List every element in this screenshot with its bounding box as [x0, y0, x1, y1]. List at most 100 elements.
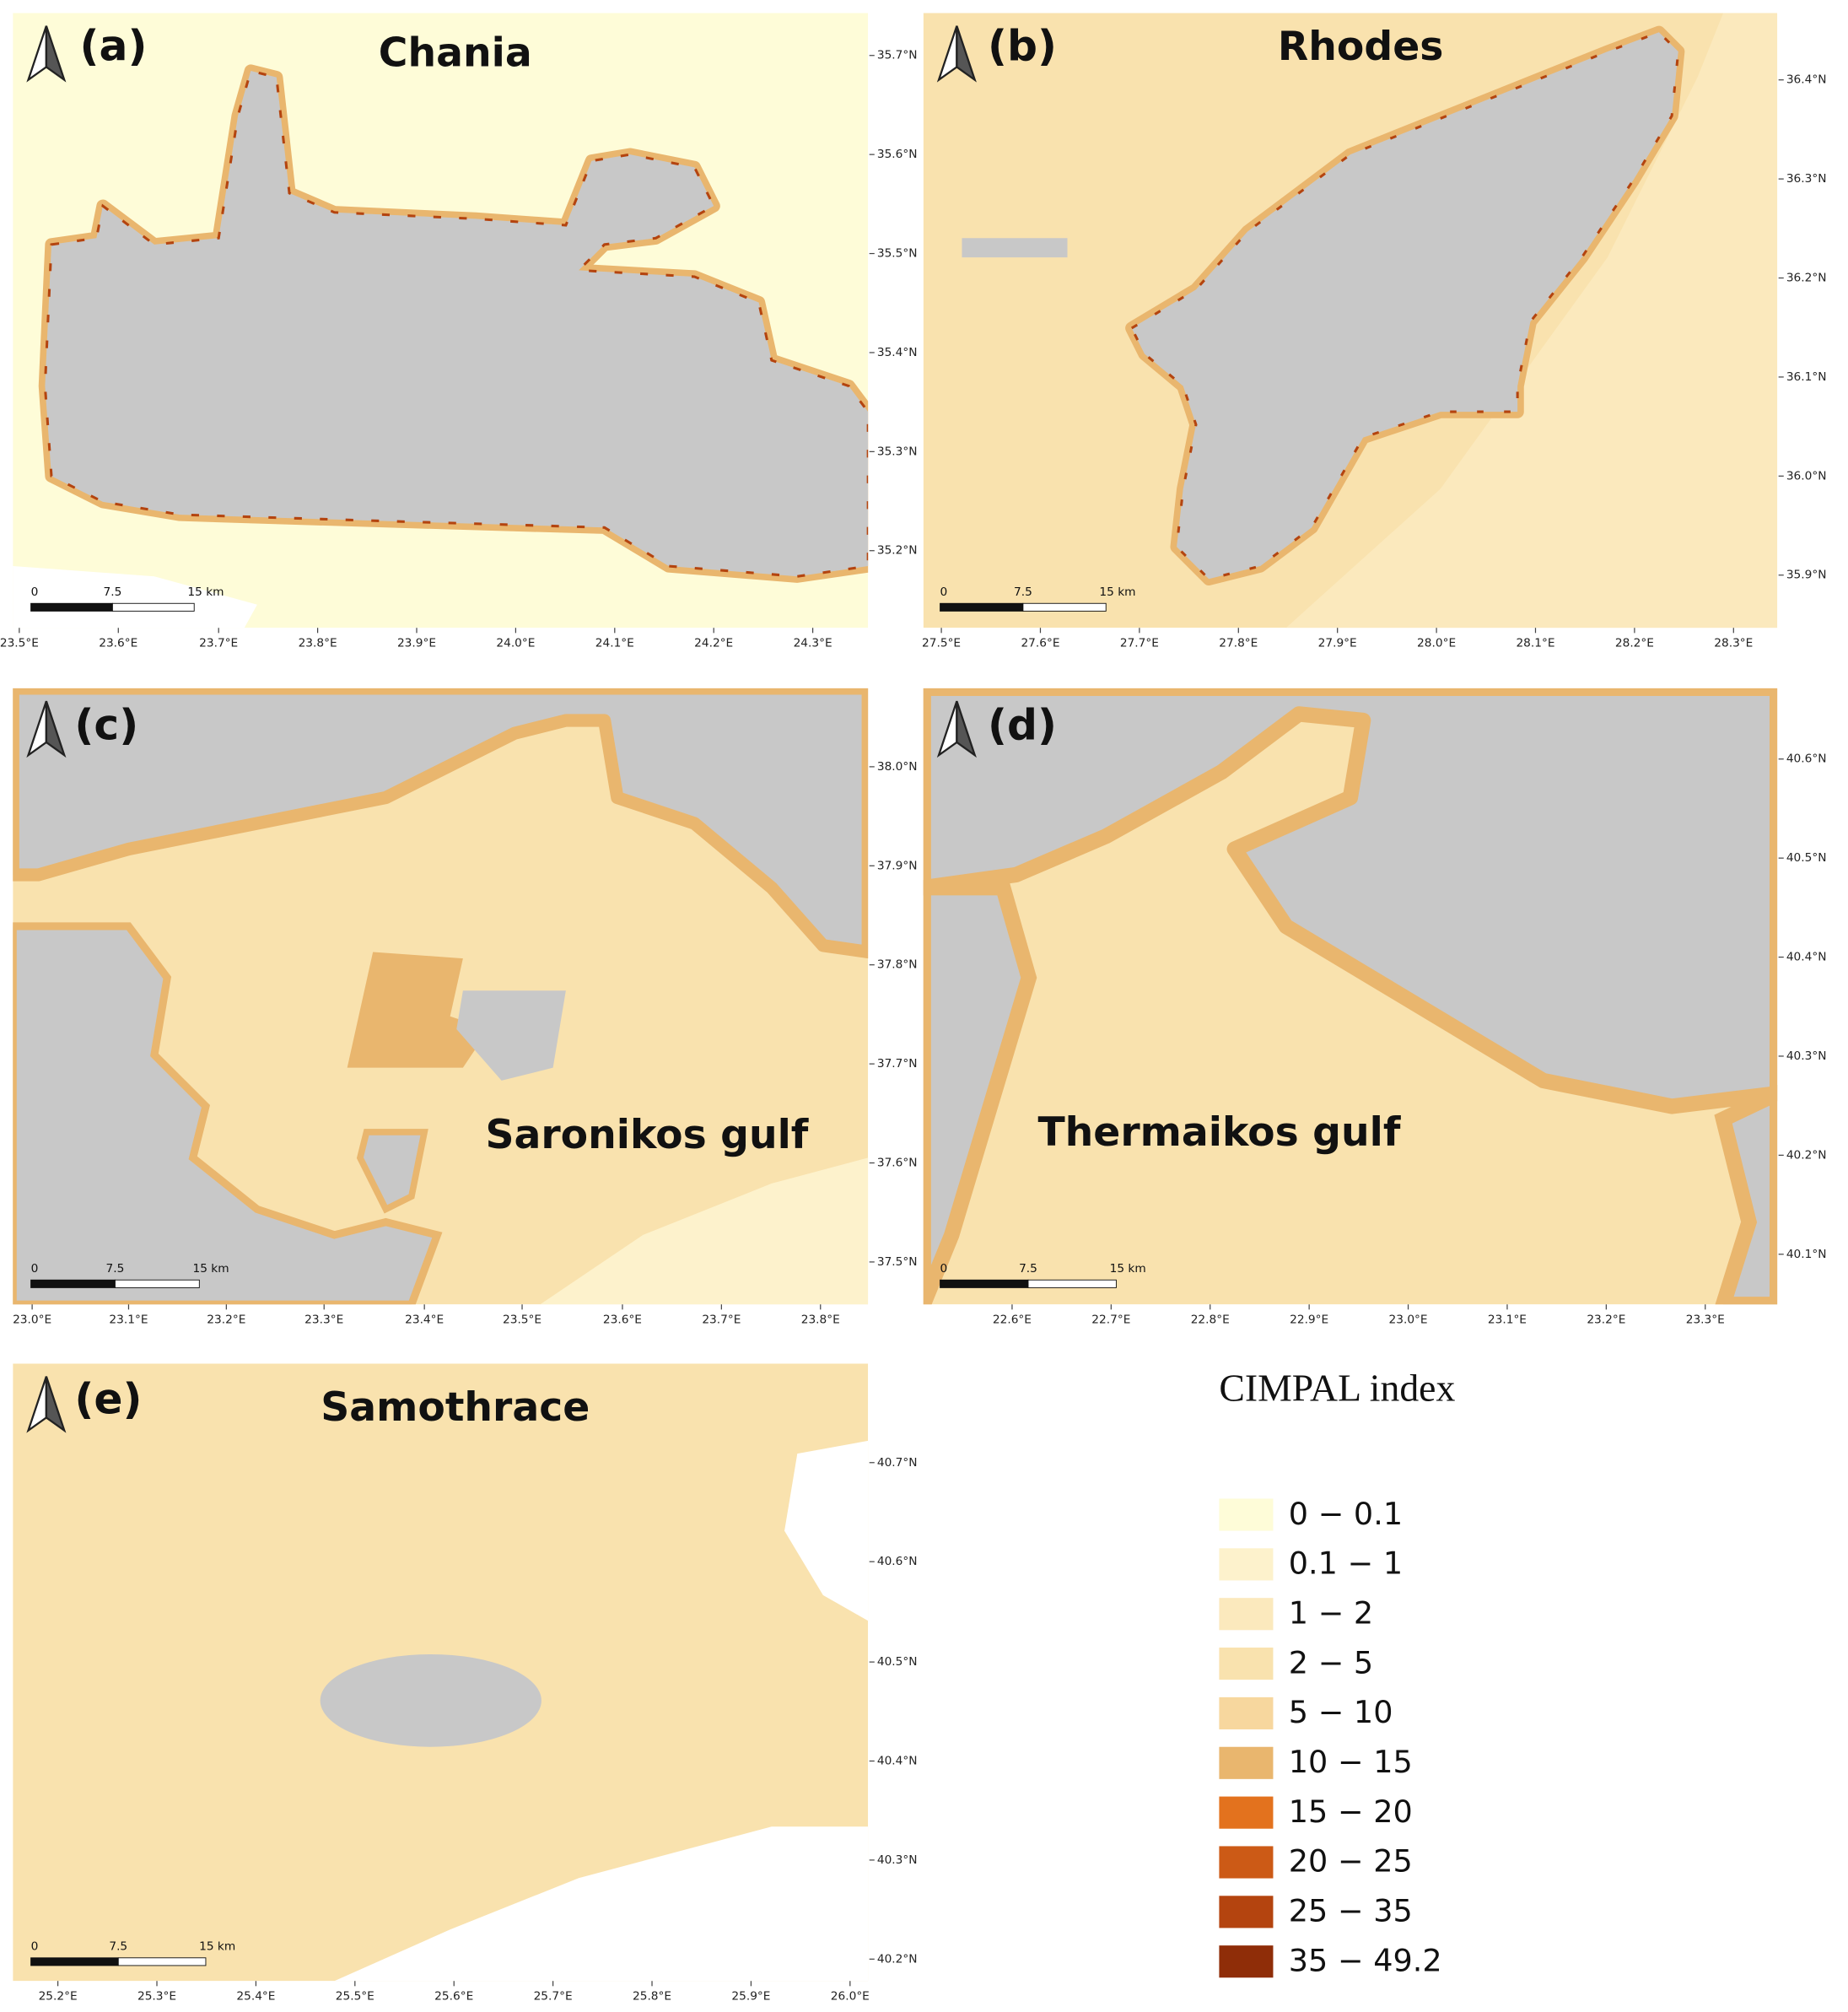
map-c: [13, 688, 869, 1305]
legend-swatch: [1219, 1846, 1274, 1879]
lat-tick-label: 37.9°N: [877, 859, 918, 872]
scale-bar-label: 15 km: [192, 1262, 229, 1276]
lon-tick-label: 23.9°E: [397, 637, 436, 650]
legend-swatch: [1219, 1945, 1274, 1978]
lat-tick-label: 35.3°N: [877, 445, 918, 458]
lon-tick-label: 23.2°E: [207, 1313, 245, 1327]
lat-tick-label: 35.2°N: [877, 544, 918, 558]
north-arrow: [45, 700, 67, 758]
legend-label: 35 − 49.2: [1289, 1942, 1442, 1978]
lon-tick-label: 23.6°E: [99, 637, 137, 650]
lon-tick-label: 28.0°E: [1417, 637, 1456, 650]
legend-swatch: [1219, 1696, 1274, 1729]
lon-tick-label: 23.0°E: [13, 1313, 51, 1327]
panel-label: (c): [74, 700, 138, 750]
scale-bar-white: [117, 1957, 207, 1966]
north-arrow: [45, 1376, 67, 1433]
lon-tick-label: 25.4°E: [236, 1990, 275, 2004]
lon-tick-label: 22.6°E: [993, 1313, 1032, 1327]
lon-tick-label: 25.7°E: [534, 1990, 573, 2004]
scale-bar-label: 0: [31, 585, 39, 599]
lat-tick-label: 37.7°N: [877, 1057, 918, 1071]
scale-bar-label: 0: [940, 1262, 948, 1276]
legend-label: 20 − 25: [1289, 1843, 1413, 1880]
legend-label: 15 − 20: [1289, 1794, 1413, 1830]
lat-tick-label: 36.4°N: [1786, 73, 1827, 87]
lon-tick-label: 23.1°E: [109, 1313, 148, 1327]
map-title: Thermaikos gulf: [1037, 1109, 1400, 1156]
lon-tick-label: 25.8°E: [633, 1990, 671, 2004]
legend-label: 0 − 0.1: [1289, 1496, 1403, 1532]
scale-bar-black: [940, 602, 1024, 612]
lon-tick-label: 24.2°E: [694, 637, 733, 650]
lat-tick-label: 38.0°N: [877, 760, 918, 774]
lon-tick-label: 25.5°E: [336, 1990, 374, 2004]
panel-label: (b): [988, 21, 1057, 71]
lon-tick-label: 23.5°E: [503, 1313, 541, 1327]
lon-tick-label: 22.7°E: [1091, 1313, 1130, 1327]
lon-tick-label: 25.3°E: [137, 1990, 176, 2004]
panel-label: (a): [80, 21, 148, 71]
lat-tick-label: 35.4°N: [877, 346, 918, 359]
legend-swatch: [1219, 1896, 1274, 1928]
scale-bar-label: 15 km: [187, 585, 224, 599]
scale-bar-black: [30, 602, 113, 612]
lon-tick-label: 23.3°E: [304, 1313, 343, 1327]
lon-tick-label: 28.3°E: [1714, 637, 1753, 650]
lat-tick-label: 40.2°N: [1786, 1148, 1827, 1162]
scale-bar-label: 15 km: [1099, 585, 1135, 599]
scale-bar-black: [30, 1957, 119, 1966]
lon-tick-label: 25.6°E: [434, 1990, 473, 2004]
lon-tick-label: 27.5°E: [922, 637, 961, 650]
lon-tick-label: 25.9°E: [731, 1990, 770, 2004]
lat-tick-label: 40.4°N: [877, 1755, 918, 1768]
map-title: Samothrace: [321, 1384, 590, 1431]
lon-tick-label: 22.8°E: [1191, 1313, 1230, 1327]
map-e: [13, 1363, 869, 1982]
lon-tick-label: 27.6°E: [1021, 637, 1059, 650]
scale-bar-label: 7.5: [109, 1940, 127, 1954]
scale-bar-white: [1022, 602, 1107, 612]
north-arrow: [956, 25, 977, 83]
lon-tick-label: 25.2°E: [39, 1990, 78, 2004]
map-b: [923, 13, 1778, 628]
scale-bar-label: 15 km: [199, 1940, 235, 1954]
legend-swatch: [1219, 1548, 1274, 1581]
scale-bar-white: [1027, 1279, 1117, 1288]
scale-bar-black: [30, 1279, 116, 1288]
lat-tick-label: 40.5°N: [877, 1655, 918, 1669]
map-a: [13, 13, 869, 628]
lat-tick-label: 40.5°N: [1786, 851, 1827, 865]
lat-tick-label: 40.6°N: [1786, 752, 1827, 766]
scale-bar-label: 7.5: [103, 585, 121, 599]
lon-tick-label: 27.8°E: [1219, 637, 1258, 650]
scale-bar-white: [115, 1279, 200, 1288]
north-arrow: [956, 700, 977, 758]
lon-tick-label: 23.5°E: [0, 637, 39, 650]
lat-tick-label: 35.9°N: [1786, 569, 1827, 582]
map-d: [923, 688, 1778, 1305]
scale-bar-label: 7.5: [106, 1262, 125, 1276]
legend-label: 1 − 2: [1289, 1594, 1373, 1631]
lat-tick-label: 36.3°N: [1786, 172, 1827, 186]
map-title: Chania: [379, 30, 532, 77]
lon-tick-label: 23.0°E: [1389, 1313, 1428, 1327]
map-title: Rhodes: [1278, 24, 1443, 70]
lon-tick-label: 23.4°E: [405, 1313, 444, 1327]
legend-swatch: [1219, 1498, 1274, 1531]
legend-swatch: [1219, 1746, 1274, 1779]
lon-tick-label: 23.8°E: [299, 637, 337, 650]
lat-tick-label: 35.7°N: [877, 49, 918, 62]
lon-tick-label: 24.0°E: [496, 637, 535, 650]
lon-tick-label: 26.0°E: [831, 1990, 870, 2004]
lat-tick-label: 40.4°N: [1786, 951, 1827, 964]
legend-swatch: [1219, 1598, 1274, 1631]
lat-tick-label: 36.1°N: [1786, 370, 1827, 384]
lon-tick-label: 23.3°E: [1686, 1313, 1725, 1327]
lat-tick-label: 40.2°N: [877, 1952, 918, 1966]
lon-tick-label: 27.7°E: [1120, 637, 1159, 650]
lon-tick-label: 28.2°E: [1615, 637, 1654, 650]
scale-bar-black: [940, 1279, 1029, 1288]
lon-tick-label: 27.9°E: [1318, 637, 1357, 650]
